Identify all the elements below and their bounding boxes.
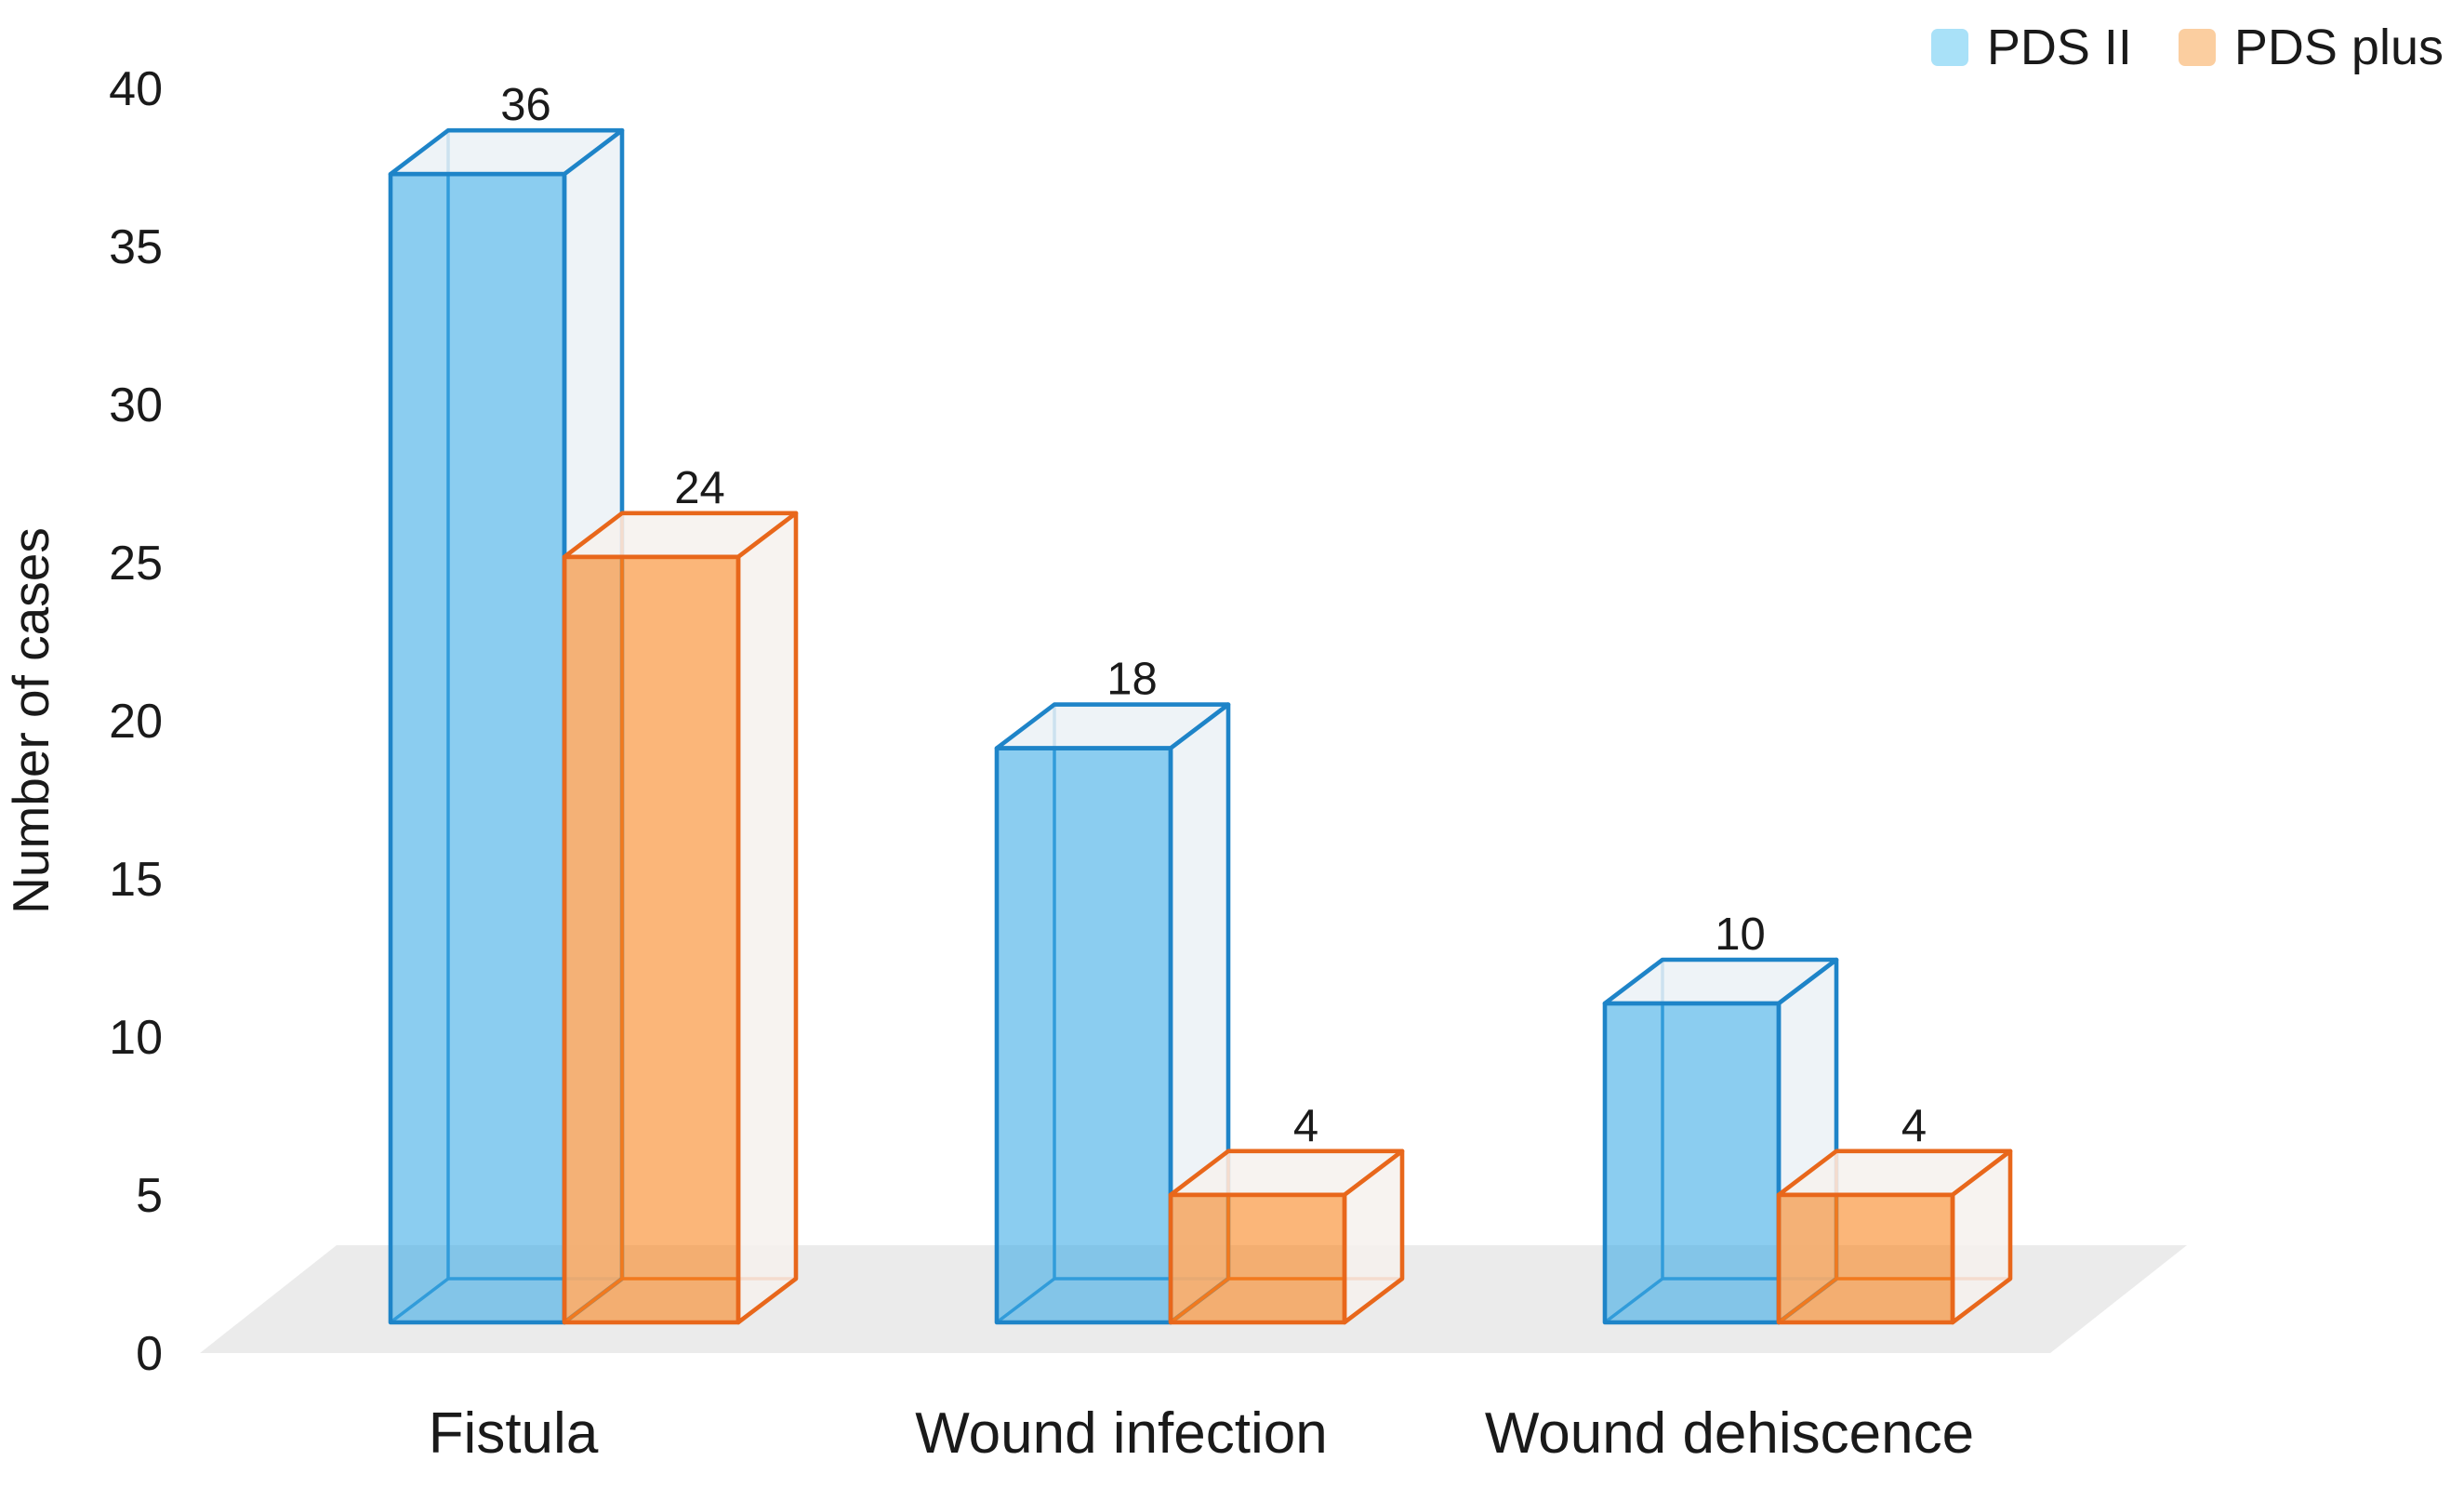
y-tick-label-20: 20: [109, 695, 163, 749]
y-tick-label-0: 0: [136, 1327, 163, 1381]
y-tick-label-10: 10: [109, 1011, 163, 1065]
y-tick-label-40: 40: [109, 62, 163, 116]
legend-label-pds-plus: PDS plus: [2233, 20, 2444, 75]
bar-front-face: [1602, 1001, 1782, 1325]
bar-front-face: [388, 171, 567, 1325]
legend-swatch-pds-ii-icon: [1930, 29, 1968, 66]
legend-item-pds-plus: PDS plus: [2178, 20, 2444, 75]
legend-swatch-pds-plus-icon: [2178, 29, 2216, 66]
y-axis-title: Number of cases: [2, 527, 60, 914]
bar-side-face: [735, 511, 799, 1325]
data-label-pds-plus-wound-infection: 4: [1293, 1101, 1318, 1151]
bar-front-face: [994, 746, 1173, 1325]
bar-pds-plus-wound-infection: [1168, 1148, 1405, 1325]
y-tick-label-30: 30: [109, 378, 163, 432]
category-label-wound-infection: Wound infection: [915, 1401, 1327, 1466]
bar-front-face: [562, 554, 741, 1325]
category-label-fistula: Fistula: [429, 1401, 599, 1466]
bar-pds-plus-fistula: [562, 511, 799, 1325]
y-tick-label-35: 35: [109, 220, 163, 274]
legend-label-pds-ii: PDS II: [1986, 20, 2132, 75]
bar-pds-plus-wound-dehiscence: [1776, 1148, 2013, 1325]
data-label-pds-ii-wound-infection: 18: [1106, 655, 1158, 705]
data-label-pds-plus-fistula: 24: [674, 463, 725, 513]
y-tick-label-5: 5: [136, 1169, 163, 1223]
data-label-pds-ii-wound-dehiscence: 10: [1715, 909, 1766, 960]
data-label-pds-ii-fistula: 36: [500, 80, 551, 130]
legend: PDS II PDS plus: [1930, 20, 2444, 75]
category-label-wound-dehiscence: Wound dehiscence: [1485, 1401, 1974, 1466]
y-tick-label-25: 25: [109, 537, 163, 591]
data-label-pds-plus-wound-dehiscence: 4: [1901, 1101, 1927, 1151]
bar-front-face: [1168, 1192, 1347, 1325]
bar-front-face: [1776, 1192, 1955, 1325]
y-tick-label-15: 15: [109, 853, 163, 907]
legend-item-pds-ii: PDS II: [1930, 20, 2132, 75]
